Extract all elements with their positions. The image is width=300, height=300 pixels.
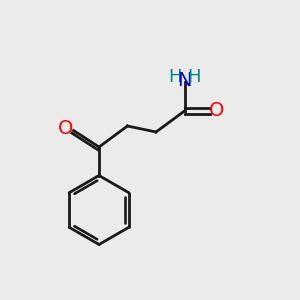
Text: H: H [168, 68, 181, 86]
Text: O: O [58, 118, 74, 138]
Text: H: H [188, 68, 201, 86]
Text: N: N [177, 71, 192, 91]
Text: O: O [209, 101, 224, 121]
